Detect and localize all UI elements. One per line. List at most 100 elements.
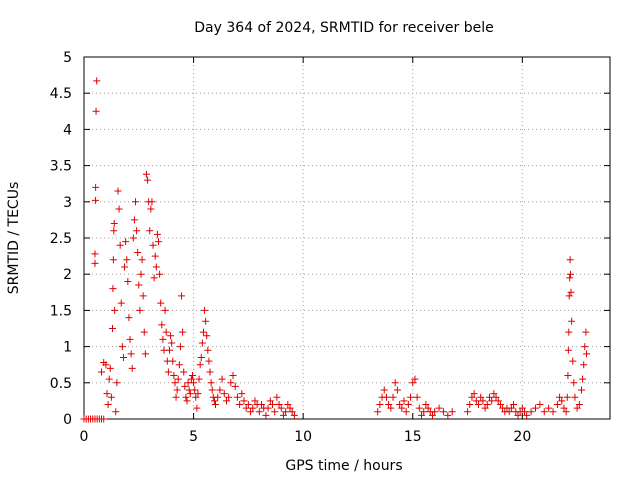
x-tick-label: 15 xyxy=(404,429,422,445)
data-point xyxy=(183,397,191,405)
data-point xyxy=(424,404,432,412)
data-point xyxy=(583,350,591,358)
data-point xyxy=(549,408,557,416)
data-point xyxy=(210,397,218,405)
data-point xyxy=(507,404,515,412)
data-point xyxy=(479,397,487,405)
data-point xyxy=(113,379,121,387)
data-point xyxy=(164,368,172,376)
data-point xyxy=(238,390,246,398)
data-point xyxy=(190,379,198,387)
y-tick-label: 4.5 xyxy=(50,86,72,102)
data-point xyxy=(262,411,270,419)
data-point xyxy=(155,238,163,246)
data-point xyxy=(488,397,496,405)
data-point xyxy=(152,263,160,271)
data-point xyxy=(119,353,127,361)
data-point xyxy=(566,274,574,282)
data-point xyxy=(560,404,568,412)
data-point xyxy=(284,401,292,409)
data-point xyxy=(138,256,146,264)
data-point xyxy=(380,386,388,394)
data-point xyxy=(277,404,285,412)
data-point xyxy=(439,408,447,416)
data-point xyxy=(124,277,132,285)
data-point xyxy=(115,205,123,213)
data-point xyxy=(415,404,423,412)
data-point xyxy=(170,372,178,380)
data-point xyxy=(130,216,138,224)
data-point xyxy=(199,328,207,336)
data-point xyxy=(156,270,164,278)
data-point xyxy=(103,390,111,398)
axis-ticks: 0 0.5 1 1.5 2 2.5 3 3.5 4 4.5 5 0 5 10 15 20 xyxy=(50,50,610,445)
data-point xyxy=(407,393,415,401)
data-point xyxy=(396,401,404,409)
data-point xyxy=(249,404,257,412)
data-point xyxy=(107,393,115,401)
data-point xyxy=(271,408,279,416)
data-point xyxy=(158,321,166,329)
data-point xyxy=(411,375,419,383)
data-point xyxy=(468,393,476,401)
data-point xyxy=(400,397,408,405)
data-point xyxy=(514,411,522,419)
data-point xyxy=(135,281,143,289)
data-point xyxy=(104,401,112,409)
data-point xyxy=(431,408,439,416)
x-tick-label: 20 xyxy=(513,429,531,445)
data-point xyxy=(162,328,170,336)
y-tick-label: 5 xyxy=(63,50,72,66)
data-point xyxy=(137,270,145,278)
y-tick-label: 2.5 xyxy=(50,231,72,247)
data-point xyxy=(133,227,141,235)
data-point xyxy=(566,256,574,264)
data-point xyxy=(141,350,149,358)
data-point xyxy=(573,404,581,412)
data-point xyxy=(562,408,570,416)
data-point xyxy=(428,411,436,419)
data-point xyxy=(236,401,244,409)
data-point xyxy=(134,248,142,256)
data-point xyxy=(147,205,155,213)
data-point xyxy=(472,397,480,405)
data-point xyxy=(233,393,241,401)
data-point xyxy=(570,379,578,387)
data-point xyxy=(123,256,131,264)
data-point xyxy=(251,397,259,405)
data-point xyxy=(127,350,135,358)
data-point xyxy=(485,393,493,401)
data-point xyxy=(523,411,531,419)
data-point xyxy=(540,408,548,416)
data-point xyxy=(470,390,478,398)
y-axis-label: SRMTID / TECUs xyxy=(6,182,22,295)
data-point xyxy=(404,401,412,409)
data-point xyxy=(387,404,395,412)
data-point xyxy=(116,241,124,249)
y-tick-label: 2 xyxy=(63,267,72,283)
data-point xyxy=(100,415,108,423)
data-point xyxy=(258,401,266,409)
data-point xyxy=(225,393,233,401)
data-point xyxy=(125,314,133,322)
data-point xyxy=(204,346,212,354)
data-point xyxy=(422,401,430,409)
data-point xyxy=(173,386,181,394)
data-point xyxy=(531,404,539,412)
data-point xyxy=(374,408,382,416)
data-point xyxy=(518,404,526,412)
data-point xyxy=(159,335,167,343)
data-point xyxy=(391,379,399,387)
data-point xyxy=(203,332,211,340)
data-point xyxy=(579,375,587,383)
data-point xyxy=(567,288,575,296)
data-point xyxy=(247,408,255,416)
data-point xyxy=(286,404,294,412)
data-point xyxy=(178,292,186,300)
data-point xyxy=(102,361,110,369)
data-point xyxy=(106,364,114,372)
data-point xyxy=(168,339,176,347)
y-tick-label: 0.5 xyxy=(50,376,72,392)
data-point xyxy=(571,393,579,401)
data-point xyxy=(126,335,134,343)
